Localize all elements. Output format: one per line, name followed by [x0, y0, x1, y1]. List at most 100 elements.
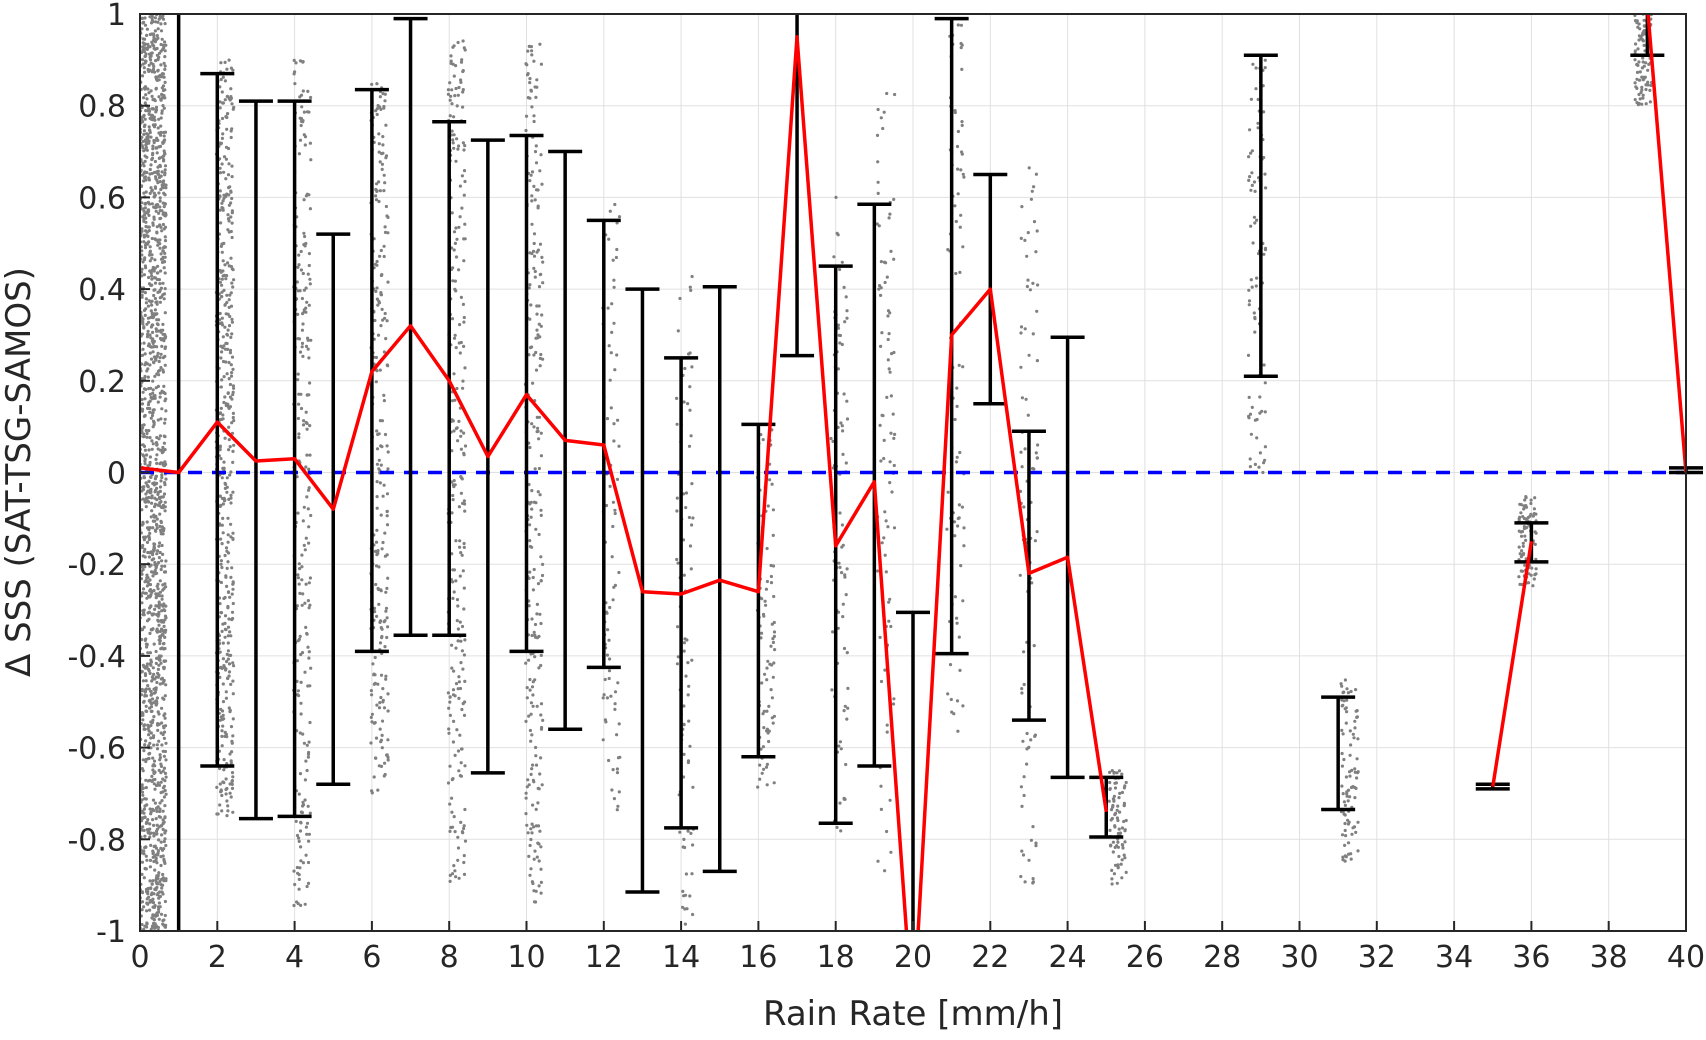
scatter-point — [1035, 456, 1039, 460]
scatter-point — [375, 82, 379, 86]
scatter-point — [305, 821, 310, 825]
scatter-point — [535, 312, 539, 316]
scatter-point — [613, 707, 617, 712]
y-tick-label: 0.8 — [78, 90, 126, 125]
scatter-point — [1107, 799, 1111, 803]
scatter-point — [1263, 66, 1267, 70]
scatter-point — [145, 431, 149, 436]
scatter-point — [157, 871, 161, 875]
scatter-point — [385, 523, 390, 527]
scatter-point — [298, 866, 302, 870]
scatter-point — [160, 543, 164, 548]
scatter-point — [149, 593, 153, 597]
scatter-point — [136, 808, 139, 811]
scatter-point — [889, 431, 893, 435]
scatter-point — [675, 496, 679, 500]
scatter-point — [378, 254, 382, 258]
scatter-point — [147, 895, 151, 899]
scatter-point — [222, 768, 226, 772]
scatter-point — [151, 855, 155, 859]
scatter-point — [457, 876, 461, 880]
scatter-point — [230, 196, 234, 201]
scatter-point — [1247, 299, 1252, 303]
scatter-point — [227, 264, 231, 268]
scatter-point — [1116, 818, 1120, 823]
scatter-point — [532, 232, 537, 236]
scatter-point — [532, 184, 536, 188]
y-axis-label: Δ SSS (SAT-TSG-SAMOS) — [0, 267, 39, 677]
scatter-point — [144, 93, 148, 97]
scatter-point — [142, 66, 146, 70]
scatter-point — [218, 280, 222, 284]
scatter-point — [225, 274, 229, 278]
scatter-point — [956, 23, 960, 27]
scatter-point — [1517, 575, 1521, 579]
scatter-point — [156, 264, 160, 268]
scatter-point — [455, 386, 459, 391]
scatter-point — [301, 354, 305, 358]
scatter-point — [374, 756, 378, 760]
scatter-point — [1109, 818, 1113, 822]
scatter-point — [455, 619, 459, 623]
scatter-point — [149, 515, 153, 519]
scatter-point — [149, 689, 153, 693]
scatter-point — [539, 431, 543, 435]
scatter-point — [142, 485, 146, 489]
scatter-point — [462, 259, 466, 263]
scatter-point — [1252, 311, 1256, 315]
scatter-point — [221, 531, 225, 535]
scatter-point — [140, 74, 145, 78]
scatter-point — [142, 233, 146, 237]
scatter-point — [136, 642, 139, 645]
scatter-point — [829, 436, 833, 441]
scatter-point — [301, 60, 305, 64]
scatter-point — [888, 597, 892, 601]
scatter-point — [1031, 825, 1035, 829]
scatter-point — [152, 123, 157, 127]
scatter-point — [529, 515, 533, 519]
scatter-point — [528, 539, 532, 543]
scatter-point — [451, 498, 455, 502]
scatter-point — [140, 790, 145, 794]
scatter-point — [223, 614, 228, 618]
scatter-point — [603, 677, 607, 682]
scatter-point — [229, 129, 233, 133]
scatter-point — [527, 604, 531, 608]
scatter-point — [458, 545, 462, 549]
scatter-point — [231, 393, 235, 397]
scatter-point — [144, 229, 148, 233]
scatter-point — [960, 505, 965, 509]
scatter-point — [1342, 812, 1346, 816]
scatter-point — [528, 728, 533, 733]
scatter-point — [228, 782, 232, 786]
scatter-point — [151, 897, 155, 901]
scatter-point — [141, 520, 145, 524]
scatter-point — [892, 197, 896, 201]
scatter-point — [226, 590, 231, 595]
scatter-point — [532, 825, 536, 829]
scatter-point — [153, 281, 158, 285]
scatter-point — [892, 257, 896, 261]
scatter-point — [880, 331, 884, 335]
scatter-point — [1634, 85, 1638, 89]
scatter-point — [163, 287, 167, 291]
scatter-point — [140, 872, 144, 877]
scatter-point — [151, 67, 156, 71]
scatter-point — [534, 824, 539, 828]
scatter-point — [146, 611, 150, 615]
scatter-point — [148, 363, 152, 367]
scatter-point — [463, 222, 467, 226]
scatter-point — [145, 909, 149, 913]
scatter-point — [955, 404, 959, 408]
scatter-point — [151, 879, 155, 883]
scatter-point — [150, 253, 154, 257]
scatter-point — [230, 431, 235, 435]
y-tick-label: 0.6 — [78, 181, 126, 216]
scatter-point — [689, 567, 693, 571]
scatter-point — [461, 831, 465, 835]
scatter-point — [954, 460, 959, 464]
scatter-point — [525, 686, 529, 690]
scatter-point — [842, 285, 846, 289]
scatter-point — [376, 549, 380, 553]
